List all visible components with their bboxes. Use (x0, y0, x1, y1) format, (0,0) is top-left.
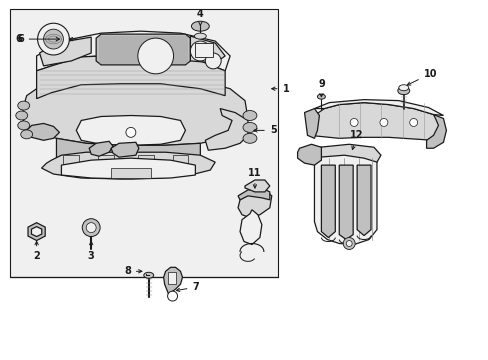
Text: 2: 2 (33, 242, 40, 261)
Polygon shape (244, 180, 269, 192)
Text: 8: 8 (124, 266, 142, 276)
Polygon shape (314, 100, 443, 116)
Circle shape (190, 41, 210, 61)
Circle shape (38, 23, 69, 55)
Polygon shape (304, 109, 319, 138)
Polygon shape (111, 142, 139, 157)
Polygon shape (163, 267, 182, 294)
Polygon shape (307, 144, 380, 162)
Text: 11: 11 (248, 168, 261, 188)
Bar (98, 155, 114, 169)
Polygon shape (297, 144, 321, 165)
Polygon shape (339, 165, 352, 239)
Polygon shape (37, 55, 224, 99)
Text: 9: 9 (317, 79, 324, 97)
Circle shape (82, 219, 100, 237)
Ellipse shape (317, 94, 325, 99)
Circle shape (43, 29, 63, 49)
Polygon shape (238, 188, 269, 200)
Ellipse shape (397, 87, 409, 95)
Bar (167, 272, 175, 284)
Ellipse shape (191, 21, 209, 31)
Polygon shape (61, 158, 195, 179)
Text: 6: 6 (15, 34, 21, 44)
Polygon shape (76, 116, 185, 145)
Ellipse shape (243, 133, 256, 143)
Ellipse shape (20, 130, 33, 139)
Bar (10, 9, 277, 277)
Polygon shape (96, 34, 190, 65)
Polygon shape (21, 77, 247, 145)
Polygon shape (28, 223, 45, 240)
Polygon shape (307, 103, 443, 140)
Text: 6: 6 (17, 34, 60, 44)
Circle shape (86, 223, 96, 233)
Text: 12: 12 (350, 130, 363, 149)
Polygon shape (27, 123, 60, 140)
Polygon shape (426, 114, 446, 148)
Polygon shape (41, 152, 215, 179)
Ellipse shape (143, 272, 153, 278)
Circle shape (205, 53, 221, 69)
Ellipse shape (18, 121, 30, 130)
Ellipse shape (194, 33, 206, 39)
Text: 3: 3 (88, 242, 94, 261)
Polygon shape (356, 165, 370, 235)
Text: 7: 7 (176, 282, 199, 292)
Polygon shape (238, 190, 271, 218)
Bar (138, 155, 153, 169)
Circle shape (409, 118, 417, 126)
Polygon shape (31, 227, 41, 237)
Circle shape (167, 291, 177, 301)
Text: 5: 5 (253, 125, 276, 135)
Polygon shape (190, 36, 224, 63)
Ellipse shape (243, 122, 256, 132)
Circle shape (138, 38, 173, 74)
Polygon shape (56, 138, 200, 163)
Bar (63, 155, 79, 169)
Text: 1: 1 (282, 84, 289, 94)
Circle shape (379, 118, 387, 126)
Circle shape (349, 118, 357, 126)
Polygon shape (314, 148, 376, 244)
Text: 10: 10 (407, 69, 436, 85)
Bar (195, 43, 213, 57)
Polygon shape (89, 141, 113, 156)
Circle shape (346, 240, 351, 247)
Polygon shape (321, 165, 335, 238)
Polygon shape (37, 31, 230, 71)
Ellipse shape (16, 111, 28, 120)
Circle shape (126, 127, 136, 137)
Ellipse shape (243, 111, 256, 121)
Polygon shape (240, 210, 262, 244)
Polygon shape (40, 37, 91, 66)
Text: 4: 4 (197, 9, 203, 26)
Ellipse shape (18, 101, 30, 110)
Ellipse shape (398, 85, 408, 91)
Circle shape (343, 238, 354, 249)
Bar (172, 155, 188, 169)
Bar (111, 168, 150, 178)
Polygon shape (205, 109, 247, 150)
